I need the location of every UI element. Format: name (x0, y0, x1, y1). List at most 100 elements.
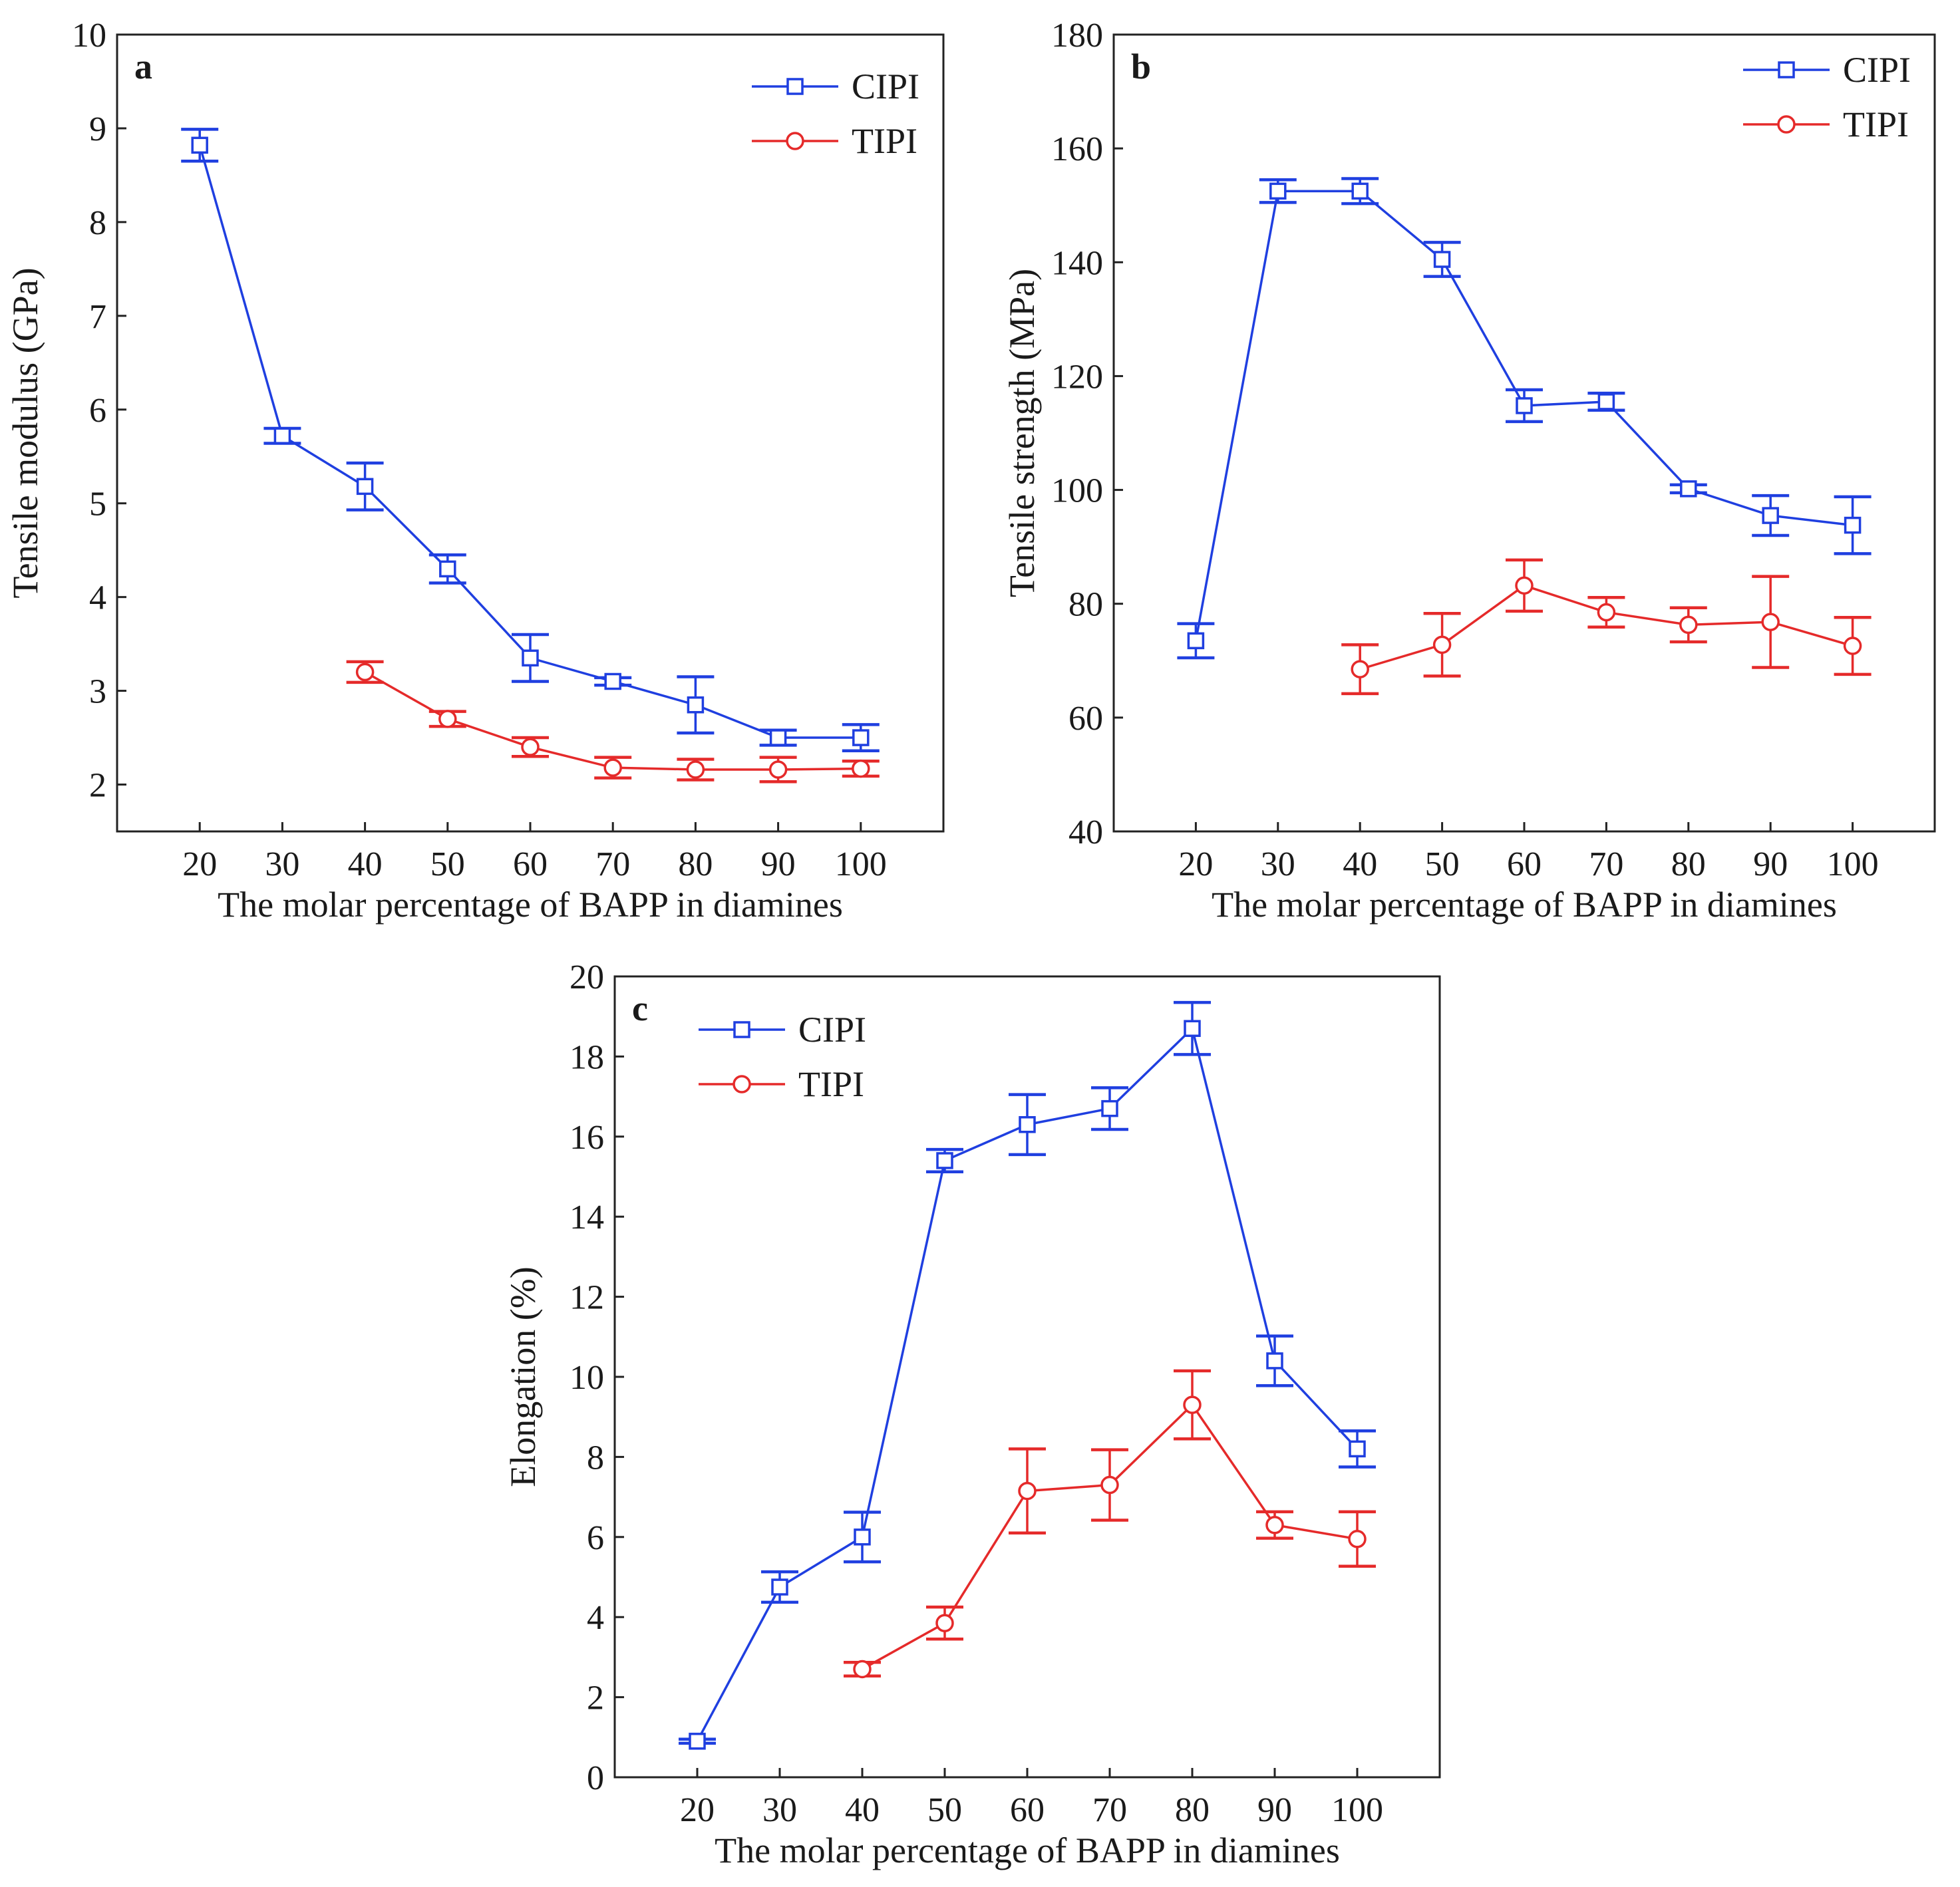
data-point (1348, 1530, 1367, 1548)
y-tick-label: 18 (570, 1038, 604, 1076)
y-tick-label: 14 (570, 1199, 604, 1236)
legend-marker (1778, 61, 1795, 78)
data-point (852, 759, 870, 778)
data-point (273, 427, 291, 444)
y-tick-label: 6 (587, 1519, 604, 1557)
data-point (438, 710, 457, 728)
x-tick-label: 70 (1589, 845, 1623, 883)
data-point (1019, 1115, 1036, 1133)
data-point (854, 1528, 871, 1546)
x-axis-title: The molar percentage of BAPP in diamines (218, 885, 843, 925)
data-point (355, 662, 375, 682)
y-tick-label: 10 (72, 17, 106, 55)
y-axis-title: Tensile modulus (GPa) (5, 267, 45, 598)
data-point (686, 760, 705, 779)
data-point (1349, 1440, 1366, 1458)
data-point (439, 560, 456, 578)
data-point (1679, 615, 1698, 635)
legend: CIPI TIPI (699, 1010, 866, 1104)
x-tick-label: 80 (1175, 1791, 1210, 1829)
chart-panel-b: 40 60 80 100 120 140 160 180 20 30 40 50 60 70 80 90 100… (1002, 17, 1936, 925)
legend: CIPI TIPI (752, 67, 919, 161)
data-point (1433, 251, 1451, 268)
x-tick-label: 50 (927, 1791, 962, 1829)
x-tick-label: 50 (430, 845, 465, 883)
data-point (356, 478, 374, 496)
data-point (1843, 637, 1862, 655)
y-axis-title: Tensile strength (MPa) (1002, 269, 1042, 597)
data-point (604, 672, 621, 690)
data-point (689, 1733, 706, 1750)
panel-letter: b (1131, 47, 1151, 86)
x-tick-label: 100 (1331, 1791, 1383, 1829)
x-tick-label: 40 (348, 845, 383, 883)
x-tick-label: 20 (182, 845, 217, 883)
legend-marker (733, 1075, 751, 1093)
data-point (1265, 1515, 1284, 1534)
x-tick-label: 100 (835, 845, 887, 883)
x-tick-label: 70 (1092, 1791, 1127, 1829)
data-point (687, 696, 705, 714)
x-tick-label: 20 (680, 1791, 715, 1829)
data-point (1184, 1020, 1201, 1038)
data-point (768, 760, 788, 779)
legend-label: CIPI (852, 67, 919, 106)
x-tick-label: 80 (1671, 845, 1706, 883)
y-tick-label: 120 (1051, 358, 1103, 396)
y-tick-label: 20 (570, 958, 604, 996)
data-point (1351, 182, 1369, 200)
panel-letter: a (134, 47, 152, 86)
y-tick-label: 160 (1051, 130, 1103, 168)
y-tick-label: 12 (570, 1279, 604, 1317)
x-tick-label: 90 (1257, 1791, 1292, 1829)
y-tick-label: 100 (1051, 472, 1103, 510)
y-tick-label: 7 (89, 298, 106, 336)
x-tick-label: 30 (265, 845, 299, 883)
y-tick-label: 40 (1068, 813, 1103, 851)
x-tick-label: 60 (1010, 1791, 1045, 1829)
data-point (1597, 603, 1616, 622)
data-point (1266, 1352, 1283, 1370)
series-tipi (844, 1369, 1376, 1679)
y-tick-label: 9 (89, 110, 106, 148)
x-tick-label: 60 (513, 845, 548, 883)
data-point (936, 1152, 953, 1169)
data-point (852, 729, 870, 746)
data-point (1761, 613, 1780, 631)
data-point (1101, 1099, 1118, 1117)
legend-label: TIPI (1843, 104, 1909, 144)
legend: CIPI TIPI (1743, 50, 1911, 144)
x-tick-label: 90 (761, 845, 796, 883)
legend-marker (733, 1021, 750, 1038)
x-tick-label: 50 (1425, 845, 1460, 883)
y-tick-label: 2 (587, 1679, 604, 1717)
data-point (1844, 516, 1862, 534)
panel-letter: c (632, 988, 648, 1028)
y-tick-label: 180 (1051, 17, 1103, 55)
data-point (771, 1578, 788, 1596)
legend-label: TIPI (852, 121, 917, 161)
data-point (1351, 660, 1369, 678)
x-tick-label: 100 (1827, 845, 1879, 883)
x-tick-label: 60 (1507, 845, 1542, 883)
data-point (522, 649, 539, 667)
legend-label: CIPI (1843, 50, 1911, 90)
series-cipi (679, 1000, 1376, 1750)
data-point (853, 1660, 872, 1679)
data-point (1516, 397, 1533, 414)
y-axis-title: Elongation (%) (503, 1266, 543, 1487)
y-tick-label: 10 (570, 1359, 604, 1397)
data-point (1515, 576, 1534, 595)
series-cipi (181, 128, 880, 753)
y-tick-label: 0 (587, 1759, 604, 1797)
y-tick-label: 60 (1068, 700, 1103, 738)
y-tick-label: 4 (587, 1599, 604, 1637)
data-point (521, 738, 540, 756)
y-tick-label: 16 (570, 1119, 604, 1157)
x-axis-title: The molar percentage of BAPP in diamines (715, 1830, 1340, 1870)
data-point (1183, 1395, 1202, 1414)
y-tick-label: 5 (89, 486, 106, 523)
legend-label: CIPI (798, 1010, 866, 1050)
legend-marker (786, 132, 804, 150)
